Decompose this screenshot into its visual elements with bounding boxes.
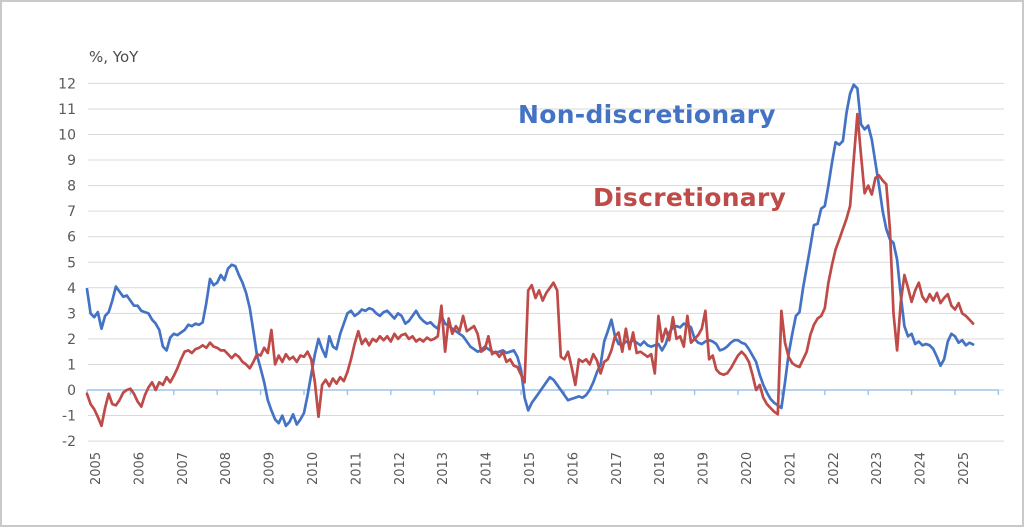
legend-label-discretionary: Discretionary	[593, 183, 787, 212]
x-tick-label: 2005	[89, 452, 104, 485]
x-tick-label: 2009	[263, 452, 278, 485]
x-tick-label: 2017	[610, 452, 625, 485]
x-tick-label: 2018	[653, 452, 668, 485]
y-tick-label: 5	[67, 255, 76, 271]
y-tick-label: 12	[58, 76, 76, 92]
x-tick-label: 2019	[697, 452, 712, 485]
y-axis-unit-label: %, YoY	[89, 48, 139, 66]
x-tick-label: 2010	[306, 452, 321, 485]
y-tick-label: 3	[67, 306, 76, 322]
y-tick-label: 8	[67, 179, 76, 195]
x-tick-label: 2006	[132, 452, 147, 485]
x-tick-label: 2023	[870, 452, 885, 485]
x-tick-label: 2008	[219, 452, 234, 485]
x-tick-label: 2011	[349, 452, 364, 485]
series-line-non-discretionary	[85, 83, 975, 428]
y-tick-label: -2	[62, 434, 76, 450]
legend-label-non-discretionary: Non-discretionary	[518, 100, 776, 129]
y-tick-label: 0	[67, 383, 76, 399]
x-tick-label: 2013	[436, 452, 451, 485]
y-tick-label: 6	[67, 230, 76, 246]
y-tick-label: 10	[58, 128, 76, 144]
y-tick-label: 11	[58, 102, 76, 118]
x-tick-label: 2025	[957, 452, 972, 485]
x-tick-label: 2012	[393, 452, 408, 485]
y-tick-label: 4	[67, 281, 76, 297]
y-tick-label: 1	[67, 357, 76, 373]
x-tick-label: 2014	[480, 452, 495, 485]
x-tick-label: 2016	[566, 452, 581, 485]
x-tick-label: 2022	[827, 452, 842, 485]
x-tick-label: 2021	[783, 452, 798, 485]
y-tick-label: 7	[67, 204, 76, 220]
x-tick-label: 2020	[740, 452, 755, 485]
y-tick-label: -1	[62, 409, 76, 425]
y-tick-label: 2	[67, 332, 76, 348]
y-tick-label: 9	[67, 153, 76, 169]
x-tick-label: 2024	[914, 452, 929, 485]
series-line-discretionary	[85, 112, 975, 428]
x-tick-label: 2015	[523, 452, 538, 485]
x-tick-label: 2007	[176, 452, 191, 485]
